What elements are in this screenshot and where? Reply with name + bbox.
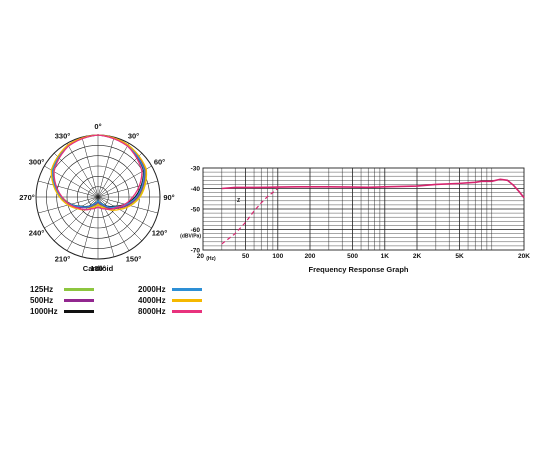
x-tick-label: 1K xyxy=(381,253,390,260)
legend-label: 8000Hz xyxy=(138,307,166,316)
legend-item-4000hz: 4000Hz xyxy=(138,296,246,305)
polar-angle-label: 300° xyxy=(29,158,45,167)
polar-angle-label: 0° xyxy=(94,122,101,131)
polar-angle-label: 30° xyxy=(128,132,139,141)
legend-item-2000hz: 2000Hz xyxy=(138,285,246,294)
legend-label: 2000Hz xyxy=(138,285,166,294)
y-tick-label: -50 xyxy=(191,207,201,214)
legend-swatch xyxy=(172,288,202,291)
x-tick-label: 20 xyxy=(197,253,205,260)
legend-swatch xyxy=(64,310,94,313)
legend: 125Hz 2000Hz 500Hz 4000Hz 1000Hz 8000Hz xyxy=(30,284,246,317)
polar-spoke xyxy=(81,137,99,198)
polar-spoke xyxy=(97,143,130,198)
legend-swatch xyxy=(64,299,94,302)
polar-spoke xyxy=(97,152,143,198)
x-tick-label: 500 xyxy=(347,253,358,260)
legend-swatch xyxy=(172,299,202,302)
y-axis-label: (dBV/Pa) xyxy=(180,234,201,240)
polar-caption: Cardioid xyxy=(83,264,114,273)
legend-item-1000hz: 1000Hz xyxy=(30,307,138,316)
polar-angle-label: 150° xyxy=(126,254,142,263)
polar-series-line xyxy=(51,134,145,208)
x-axis-label: (Hz) xyxy=(206,256,216,262)
x-tick-label: 50 xyxy=(242,253,250,260)
legend-item-125hz: 125Hz xyxy=(30,285,138,294)
polar-spoke xyxy=(97,196,152,229)
polar-angle-label: 240° xyxy=(29,229,45,238)
legend-label: 500Hz xyxy=(30,296,54,305)
response-line xyxy=(221,178,525,199)
polar-chart: 0° 30° 60° 90° 120° 150° 180° 210° 240° 270° 300° 3… xyxy=(19,122,174,273)
polar-angle-label: 330° xyxy=(55,132,71,141)
polar-angle-label: 60° xyxy=(154,158,165,167)
polar-spoke xyxy=(38,180,99,198)
polar-spoke xyxy=(97,137,115,198)
polar-spoke xyxy=(44,196,99,229)
x-tick-label: 100 xyxy=(272,253,283,260)
legend-label: 125Hz xyxy=(30,285,54,294)
polar-angle-label: 270° xyxy=(19,193,35,202)
x-tick-label: 20K xyxy=(518,253,530,260)
legend-swatch xyxy=(64,288,94,291)
polar-angle-label: 90° xyxy=(163,193,174,202)
legend-row: 125Hz 2000Hz xyxy=(30,284,246,295)
polar-spoke xyxy=(97,180,158,198)
y-tick-label: -70 xyxy=(191,248,201,255)
chart-title: Frequency Response Graph xyxy=(308,265,408,274)
polar-spoke xyxy=(53,196,99,242)
polar-spoke xyxy=(97,196,143,242)
curve-annotation: Z xyxy=(237,198,240,204)
polar-angle-label: 210° xyxy=(55,254,71,263)
legend-item-8000hz: 8000Hz xyxy=(138,307,246,316)
polar-spoke xyxy=(97,165,152,198)
legend-row: 1000Hz 8000Hz xyxy=(30,306,246,317)
polar-series-line xyxy=(53,134,143,211)
polar-spoke xyxy=(66,143,99,198)
polar-spoke xyxy=(53,152,99,198)
y-tick-label: -60 xyxy=(191,227,201,234)
legend-label: 4000Hz xyxy=(138,296,166,305)
x-tick-label: 5K xyxy=(455,253,464,260)
legend-swatch xyxy=(172,310,202,313)
polar-angle-label: 120° xyxy=(152,229,168,238)
polar-angle-label: 180° xyxy=(90,264,106,273)
polar-series-line xyxy=(50,134,148,211)
y-tick-label: -40 xyxy=(191,186,201,193)
y-tick-label: -30 xyxy=(191,166,201,173)
x-tick-label: 200 xyxy=(305,253,316,260)
legend-label: 1000Hz xyxy=(30,307,58,316)
response-dashed-line xyxy=(221,188,279,245)
x-tick-label: 2K xyxy=(413,253,422,260)
frequency-response-chart: -30 -40 -50 -60 -70 (dBV/Pa) 20 50 100 200 500 1K 2K… xyxy=(180,166,530,275)
legend-item-500hz: 500Hz xyxy=(30,296,138,305)
legend-row: 500Hz 4000Hz xyxy=(30,295,246,306)
